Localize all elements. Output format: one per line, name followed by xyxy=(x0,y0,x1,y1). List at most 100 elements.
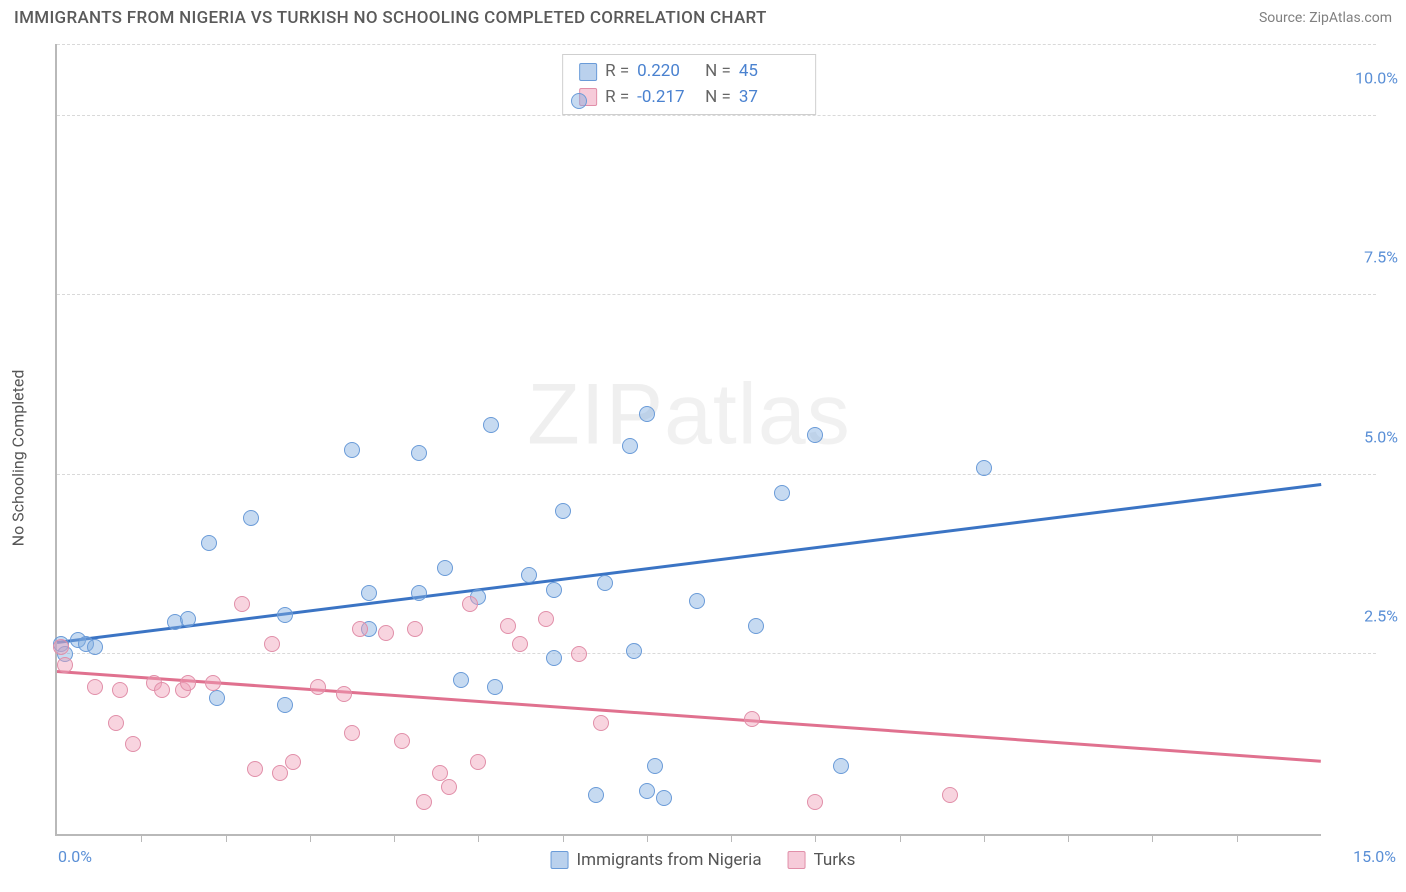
data-point xyxy=(942,787,958,803)
y-tick-label: 7.5% xyxy=(1364,248,1398,267)
x-tick xyxy=(900,834,901,842)
data-point xyxy=(500,618,516,634)
x-tick xyxy=(731,834,732,842)
data-point xyxy=(807,427,823,443)
data-point xyxy=(639,406,655,422)
watermark: ZIPatlas xyxy=(527,366,850,465)
x-axis-max-label: 15.0% xyxy=(1353,847,1396,866)
data-point xyxy=(247,761,263,777)
data-point xyxy=(108,715,124,731)
stats-row-series1: R = 0.220 N = 45 xyxy=(579,59,799,85)
x-tick xyxy=(141,834,142,842)
data-point xyxy=(243,510,259,526)
series-legend: Immigrants from Nigeria Turks xyxy=(551,850,856,870)
data-point xyxy=(647,758,663,774)
x-tick xyxy=(1068,834,1069,842)
data-point xyxy=(521,567,537,583)
chart-area: No Schooling Completed ZIPatlas R = 0.22… xyxy=(0,38,1406,878)
trend-line-s1 xyxy=(57,483,1321,643)
watermark-thin: atlas xyxy=(664,367,851,463)
n-label: N = xyxy=(705,59,731,85)
data-point xyxy=(555,503,571,519)
data-point xyxy=(588,787,604,803)
data-point xyxy=(112,682,128,698)
correlation-stats-box: R = 0.220 N = 45 R = -0.217 N = 37 xyxy=(562,54,816,115)
data-point xyxy=(833,758,849,774)
data-point xyxy=(453,672,469,688)
data-point xyxy=(180,675,196,691)
n-label: N = xyxy=(705,85,731,111)
data-point xyxy=(639,783,655,799)
data-point xyxy=(277,697,293,713)
scatter-plot: ZIPatlas R = 0.220 N = 45 R = -0.217 N =… xyxy=(55,44,1321,836)
data-point xyxy=(205,675,221,691)
gridline xyxy=(57,44,1376,45)
data-point xyxy=(201,535,217,551)
data-point xyxy=(411,585,427,601)
data-point xyxy=(57,657,73,673)
data-point xyxy=(180,611,196,627)
data-point xyxy=(407,621,423,637)
x-tick xyxy=(647,834,648,842)
data-point xyxy=(234,596,250,612)
data-point xyxy=(285,754,301,770)
gridline xyxy=(57,474,1376,475)
data-point xyxy=(394,733,410,749)
data-point xyxy=(352,621,368,637)
data-point xyxy=(626,643,642,659)
data-point xyxy=(807,794,823,810)
data-point xyxy=(264,636,280,652)
n-value-series2: 37 xyxy=(739,85,799,111)
x-tick xyxy=(226,834,227,842)
data-point xyxy=(310,679,326,695)
data-point xyxy=(571,646,587,662)
legend-item-series1: Immigrants from Nigeria xyxy=(551,850,762,870)
data-point xyxy=(416,794,432,810)
chart-title: IMMIGRANTS FROM NIGERIA VS TURKISH NO SC… xyxy=(14,8,767,28)
data-point xyxy=(512,636,528,652)
n-value-series1: 45 xyxy=(739,59,799,85)
data-point xyxy=(487,679,503,695)
x-tick xyxy=(1152,834,1153,842)
legend-item-series2: Turks xyxy=(788,850,856,870)
r-label: R = xyxy=(605,85,629,111)
data-point xyxy=(483,417,499,433)
swatch-series1 xyxy=(579,63,597,81)
legend-label-series2: Turks xyxy=(814,850,856,870)
data-point xyxy=(209,690,225,706)
x-tick xyxy=(815,834,816,842)
data-point xyxy=(87,639,103,655)
stats-row-series2: R = -0.217 N = 37 xyxy=(579,85,799,111)
y-axis-title: No Schooling Completed xyxy=(9,370,28,547)
data-point xyxy=(546,650,562,666)
data-point xyxy=(593,715,609,731)
data-point xyxy=(748,618,764,634)
data-point xyxy=(689,593,705,609)
x-tick xyxy=(478,834,479,842)
data-point xyxy=(336,686,352,702)
data-point xyxy=(538,611,554,627)
x-axis-min-label: 0.0% xyxy=(58,847,92,866)
swatch-series1 xyxy=(551,851,569,869)
data-point xyxy=(344,442,360,458)
gridline xyxy=(57,653,1376,654)
data-point xyxy=(361,585,377,601)
x-tick xyxy=(310,834,311,842)
data-point xyxy=(470,754,486,770)
data-point xyxy=(744,711,760,727)
r-value-series2: -0.217 xyxy=(637,85,697,111)
x-tick xyxy=(1237,834,1238,842)
gridline xyxy=(57,115,1376,116)
r-label: R = xyxy=(605,59,629,85)
data-point xyxy=(774,485,790,501)
x-tick xyxy=(563,834,564,842)
swatch-series2 xyxy=(788,851,806,869)
data-point xyxy=(53,639,69,655)
data-point xyxy=(87,679,103,695)
data-point xyxy=(597,575,613,591)
x-tick xyxy=(984,834,985,842)
data-point xyxy=(571,93,587,109)
data-point xyxy=(437,560,453,576)
data-point xyxy=(622,438,638,454)
data-point xyxy=(656,790,672,806)
